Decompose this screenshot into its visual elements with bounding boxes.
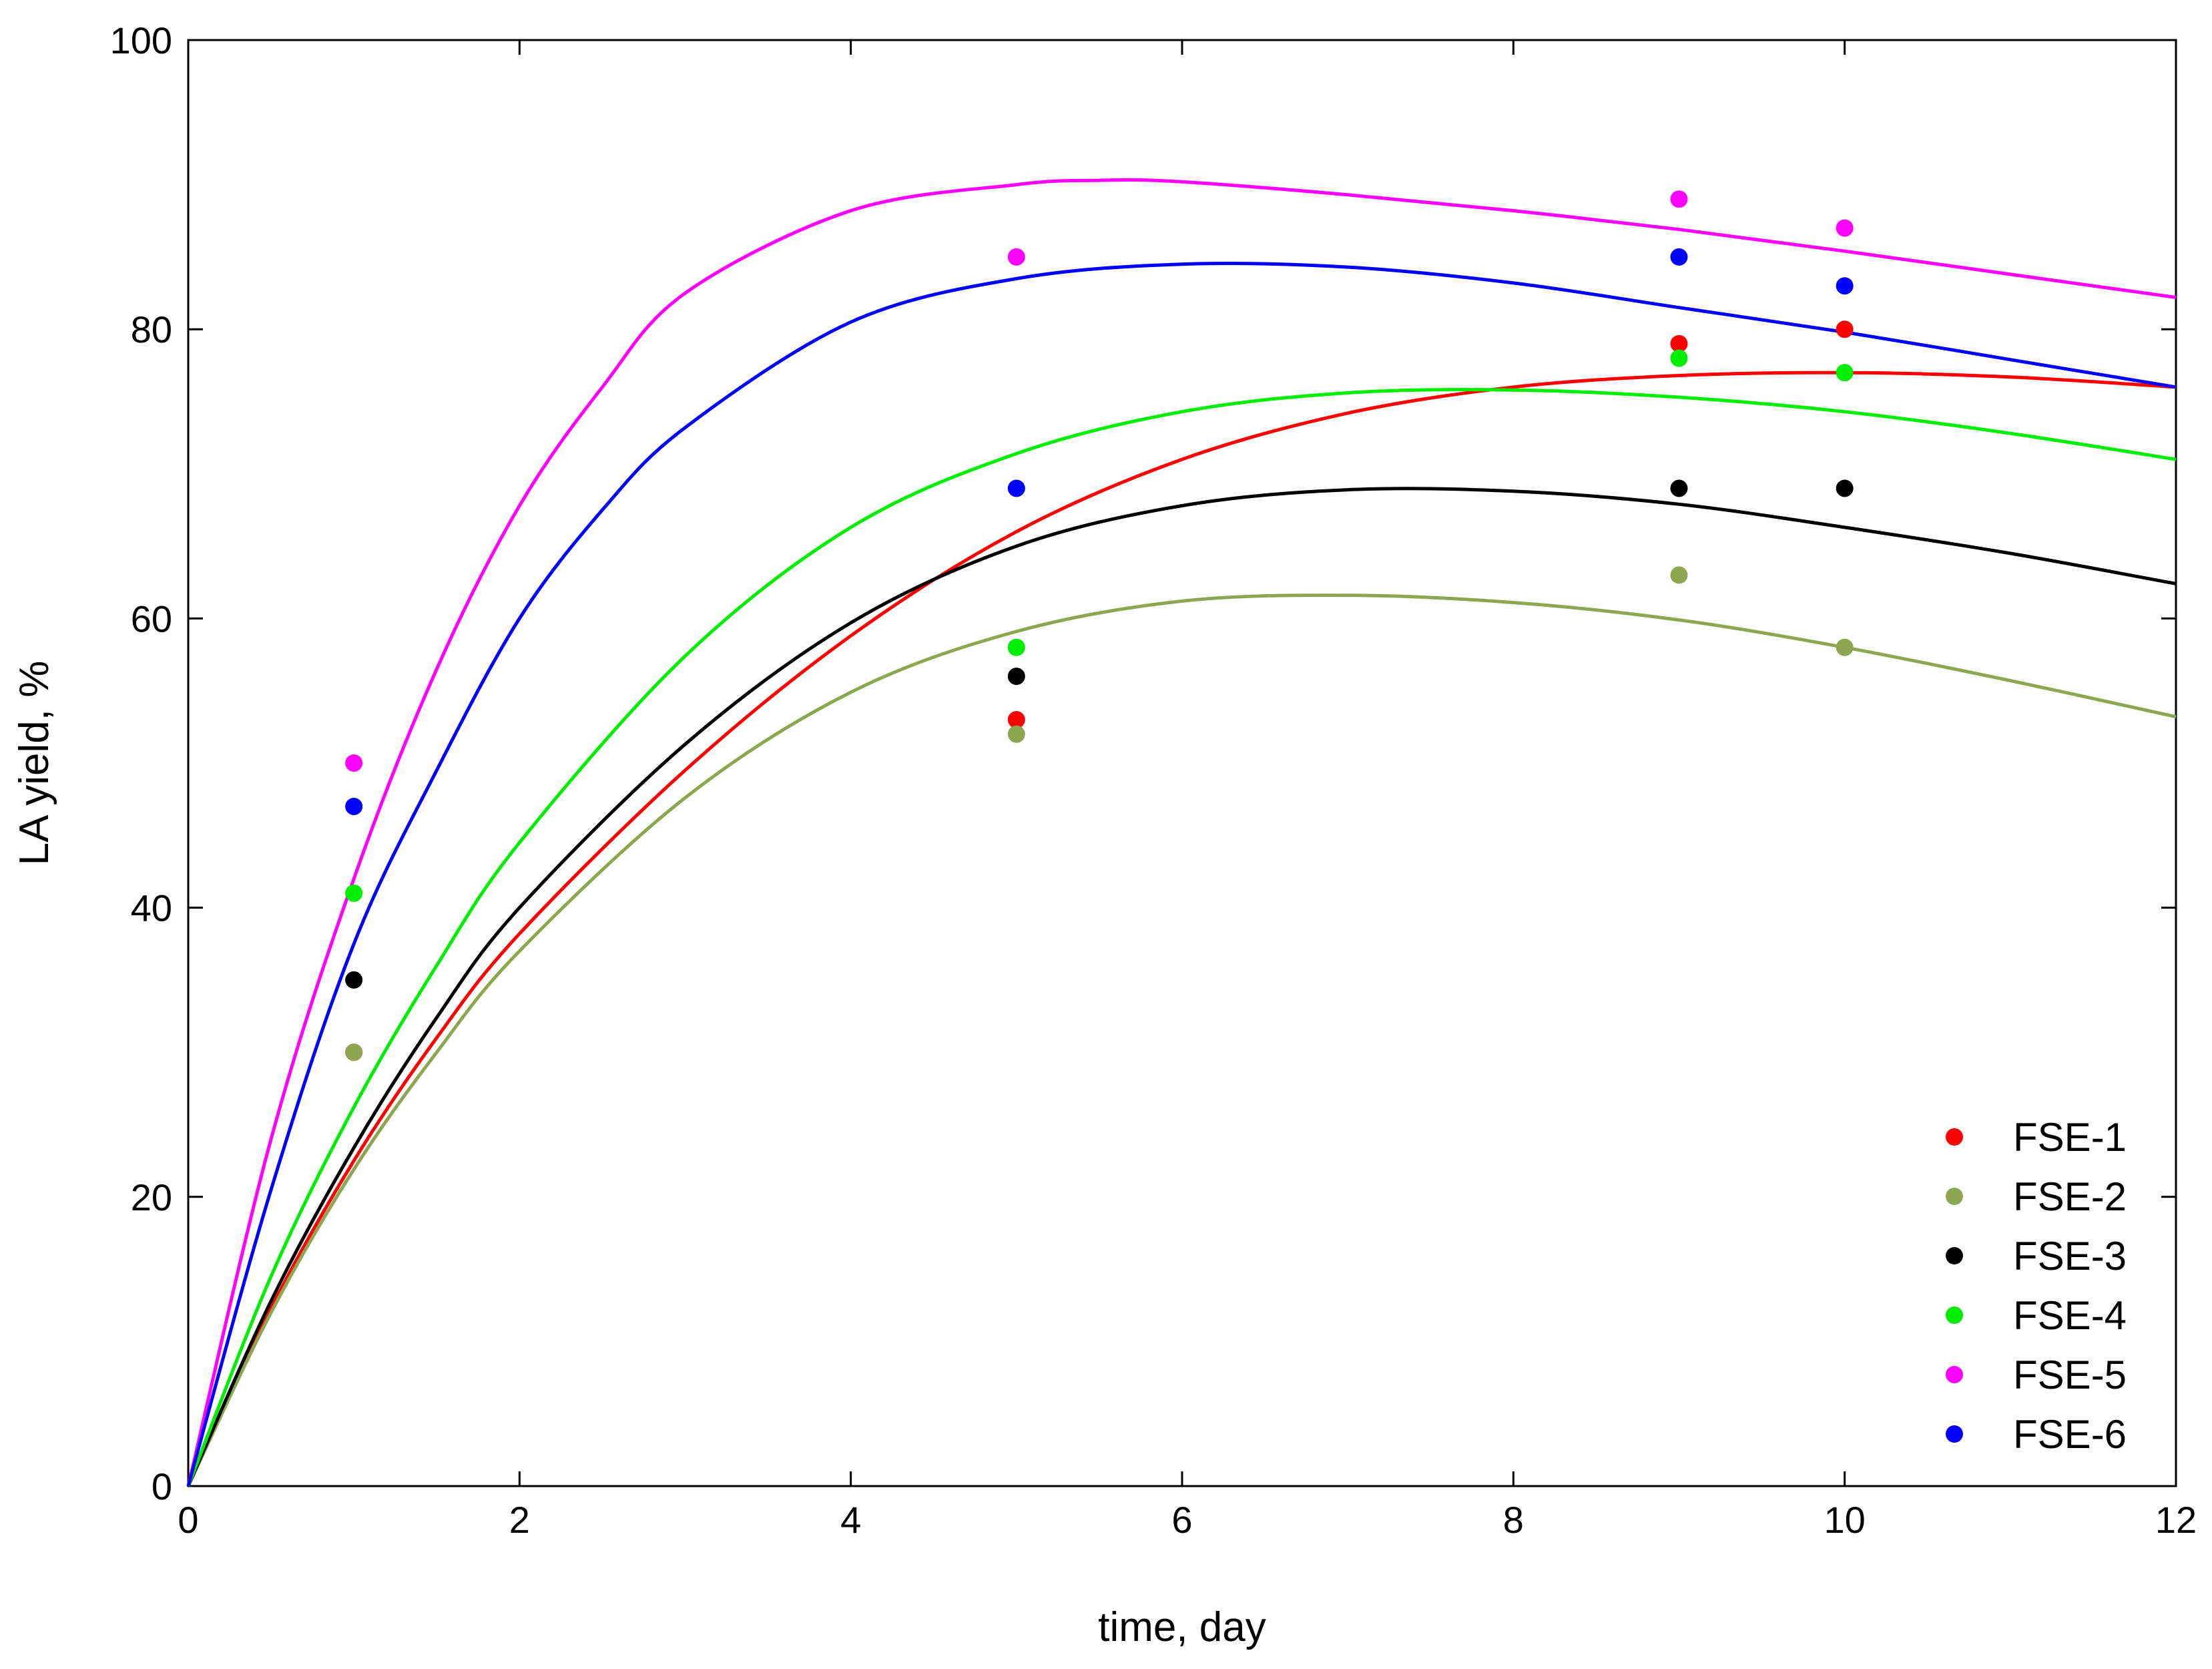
y-axis-title: LA yield, % bbox=[11, 661, 57, 866]
point-fse-6 bbox=[1836, 277, 1854, 295]
point-fse-5 bbox=[1836, 219, 1854, 237]
point-fse-5 bbox=[1007, 248, 1025, 266]
legend-marker bbox=[1946, 1128, 1963, 1146]
point-fse-6 bbox=[1670, 248, 1688, 266]
point-fse-6 bbox=[1007, 479, 1025, 497]
legend-label: FSE-3 bbox=[2013, 1234, 2127, 1278]
legend-label: FSE-5 bbox=[2013, 1353, 2127, 1397]
point-fse-1 bbox=[1836, 320, 1854, 338]
x-tick-label: 12 bbox=[2155, 1499, 2197, 1541]
y-tick-label: 0 bbox=[152, 1465, 172, 1507]
legend-label: FSE-4 bbox=[2013, 1293, 2127, 1338]
fit-curve-fse-4 bbox=[186, 388, 2177, 1487]
legend-marker bbox=[1946, 1425, 1963, 1443]
x-tick-label: 2 bbox=[509, 1499, 530, 1541]
point-fse-2 bbox=[345, 1043, 363, 1061]
x-tick-label: 10 bbox=[1824, 1499, 1866, 1541]
legend-marker bbox=[1946, 1366, 1963, 1383]
fit-curves bbox=[186, 178, 2177, 1487]
fit-curve-fse-6 bbox=[186, 261, 2177, 1487]
x-tick-label: 6 bbox=[1171, 1499, 1192, 1541]
legend-label: FSE-1 bbox=[2013, 1115, 2127, 1160]
y-axis-ticks: 0 20 40 60 80 100 bbox=[110, 19, 2176, 1507]
legend: FSE-1 FSE-2 FSE-3 FSE-4 FSE-5 FSE-6 bbox=[1946, 1115, 2127, 1457]
x-tick-label: 8 bbox=[1503, 1499, 1524, 1541]
fit-curve-fse-5 bbox=[186, 178, 2177, 1487]
legend-marker bbox=[1946, 1306, 1963, 1324]
point-fse-1 bbox=[1670, 334, 1688, 352]
point-fse-3 bbox=[1007, 668, 1025, 686]
y-tick-label: 20 bbox=[131, 1176, 172, 1218]
point-fse-2 bbox=[1007, 725, 1025, 743]
legend-label: FSE-2 bbox=[2013, 1174, 2127, 1219]
x-axis-ticks: 0 2 4 6 8 10 12 bbox=[178, 40, 2197, 1541]
point-fse-4 bbox=[1007, 638, 1025, 656]
x-tick-label: 0 bbox=[178, 1499, 198, 1541]
y-tick-label: 40 bbox=[131, 887, 172, 929]
point-fse-5 bbox=[1670, 190, 1688, 208]
data-points bbox=[345, 190, 1854, 1061]
point-fse-2 bbox=[1670, 566, 1688, 584]
point-fse-3 bbox=[345, 971, 363, 989]
point-fse-2 bbox=[1836, 638, 1854, 656]
legend-label: FSE-6 bbox=[2013, 1412, 2127, 1457]
point-fse-3 bbox=[1836, 479, 1854, 497]
fit-curve-fse-1 bbox=[186, 371, 2177, 1487]
y-tick-label: 60 bbox=[131, 598, 172, 640]
y-tick-label: 100 bbox=[110, 19, 172, 61]
x-axis-title: time, day bbox=[1098, 1604, 1266, 1650]
point-fse-5 bbox=[345, 754, 363, 772]
point-fse-4 bbox=[1836, 364, 1854, 382]
point-fse-6 bbox=[345, 797, 363, 815]
y-tick-label: 80 bbox=[131, 308, 172, 350]
point-fse-4 bbox=[1670, 349, 1688, 367]
point-fse-3 bbox=[1670, 479, 1688, 497]
fit-curve-fse-3 bbox=[186, 487, 2177, 1487]
legend-marker bbox=[1946, 1188, 1963, 1205]
point-fse-4 bbox=[345, 884, 363, 902]
fit-curve-fse-2 bbox=[186, 593, 2177, 1487]
x-tick-label: 4 bbox=[840, 1499, 861, 1541]
point-fse-1 bbox=[1007, 711, 1025, 729]
legend-marker bbox=[1946, 1247, 1963, 1264]
